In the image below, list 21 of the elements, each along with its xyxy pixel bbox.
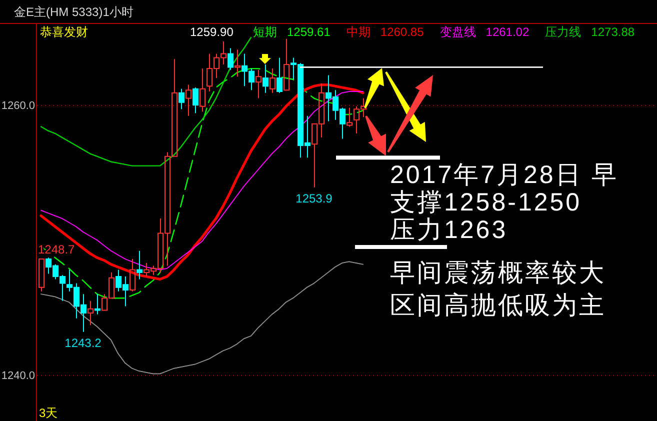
header-value: 1273.88 — [591, 25, 635, 39]
comment: 区间高抛低吸为主 — [390, 292, 606, 320]
ytick-label: 1260.0 — [1, 100, 35, 112]
header-value: 1259.90 — [190, 25, 234, 39]
header-value: 1260.85 — [380, 25, 424, 39]
header-text: 恭喜发财 — [40, 25, 88, 39]
low-label: 1253.9 — [296, 191, 332, 206]
title: 金E主(HM 5333)1小时 — [14, 5, 134, 19]
legend-label: 中期 — [346, 25, 370, 39]
header-value: 1261.02 — [486, 25, 530, 39]
legend-label: 压力线 — [545, 25, 582, 39]
legend-label: 变盘线 — [440, 25, 476, 39]
footer: 3天 — [39, 406, 58, 420]
header-value: 1259.61 — [287, 25, 330, 39]
comment: 压力1263 — [390, 216, 508, 244]
legend-label: 短期 — [253, 25, 277, 39]
comment: 支撑1258-1250 — [390, 188, 582, 216]
comment: 2017年7月28日 早 — [390, 161, 618, 189]
ytick-label: 1240.0 — [1, 370, 35, 382]
low-label: 1243.2 — [64, 336, 102, 350]
comment: 早间震荡概率较大 — [390, 259, 606, 287]
